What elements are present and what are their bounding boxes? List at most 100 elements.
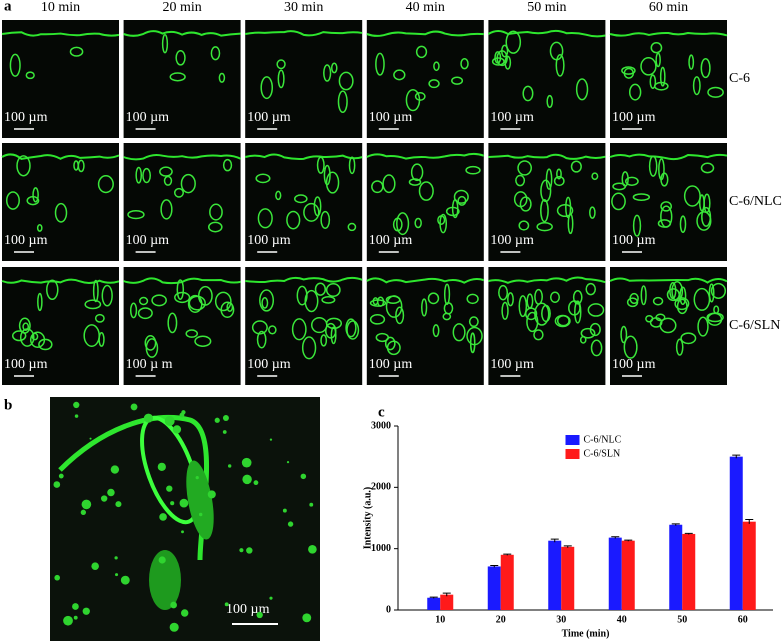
fluorescent-structure [261,296,269,309]
fluorescent-structure [77,159,85,173]
scale-bar-label: 100 µm [4,357,48,372]
error-bar [671,523,680,526]
fluorescent-structure [675,338,684,356]
skin-surface [245,276,363,284]
micrograph: 100 µm [487,20,606,138]
fluorescent-structure [169,72,186,82]
fluorescent-structure [11,330,27,342]
fluorescent-dot [179,498,189,508]
fluorescent-structure [515,174,526,187]
fluorescent-dot [53,481,61,488]
fluorescent-structure [442,312,452,321]
fluorescent-dot [100,495,108,502]
fluorescent-structure [700,162,715,174]
column-label: 40 min [406,0,445,15]
y-tick-label: 2000 [371,482,391,493]
fluorescent-structure [260,76,274,100]
fluorescent-structure [145,338,159,358]
fluorescent-structure [210,46,221,61]
fluorescent-structure [666,288,681,302]
fluorescent-dot [115,573,119,577]
fluorescent-structure [555,54,565,77]
fluorescent-structure [536,222,553,232]
fluorescent-structure [277,69,285,89]
micrograph: 100 µm [366,267,485,385]
fluorescent-structure [507,292,514,307]
fluorescent-dot [172,425,182,434]
fluorescent-structure [375,332,390,343]
fluorescent-structure [707,86,724,98]
micrograph: 100 µm [609,20,728,138]
fluorescent-dot [302,613,312,623]
fluorescent-structure [384,336,396,351]
skin-surface [123,30,241,37]
fluorescent-dot [170,601,177,609]
fluorescent-structure [25,71,35,80]
fluorescent-structure [151,294,167,307]
fluorescent-structure [291,318,307,341]
fluorescent-structure [314,282,327,296]
fluorescent-structure [310,316,328,334]
micrograph: 100 µm [1,20,120,138]
fluorescent-structure [611,192,626,211]
fluorescent-structure [410,163,424,182]
fluorescent-dot [253,480,259,486]
micrograph-background [2,143,119,261]
fluorescent-structure [679,215,687,233]
fluorescent-structure [498,284,509,301]
fluorescent-dot [91,562,99,570]
micrograph-background [488,20,606,138]
fluorescent-structure [207,221,223,233]
fluorescent-structure [469,332,476,354]
fluorescent-structure [296,285,308,306]
fluorescent-structure [259,289,275,312]
fluorescent-structure [650,42,663,54]
fluorescent-structure [589,322,601,337]
fluorescent-structure [218,72,226,83]
skin-surface [366,30,484,37]
micrograph: 100 µm [244,143,363,261]
fluorescent-dot [143,413,153,423]
fluorescent-structure [519,196,532,212]
fluorescent-structure [22,322,30,331]
fluorescent-structure [369,299,387,307]
fluorescent-structure [316,156,325,174]
fluorescent-dot [63,615,73,626]
fluorescent-dot [164,416,175,426]
scale-bar-label: 100 µm [490,233,534,248]
fluorescent-structure [623,335,638,359]
fluorescent-dot [246,547,253,554]
scale-bar-label: 100 µm [612,357,656,372]
fluorescent-structure [256,330,267,349]
fluorescent-structure [445,206,460,217]
skin-surface [1,153,120,160]
fluorescent-structure [645,314,654,323]
micrograph-background [123,267,241,385]
fluorescent-structure [38,338,53,351]
micrograph-background [245,20,363,138]
fluorescent-structure [707,312,723,326]
error-bar [563,545,572,548]
fluorescent-structure [293,194,308,204]
scale-bar-label: 100 µm [612,233,656,248]
fluorescent-dot [169,622,179,632]
fluorescent-structure [348,156,356,175]
fluorescent-structure [640,285,647,306]
skin-surface [609,31,728,37]
fluorescent-structure [323,164,331,186]
fluorescent-dot [207,490,216,499]
fluorescent-structure [696,211,712,231]
micrograph: 100 µm [1,267,120,385]
fluorescent-structure [393,69,406,81]
fluorescent-dot [286,461,290,464]
fluorescent-dot [54,574,61,581]
fluorescent-structure [129,302,138,319]
row-label: C-6 [729,71,750,86]
fluorescent-structure [54,202,68,223]
fluorescent-structure [679,286,687,306]
fluorescent-structure [135,166,143,184]
fluorescent-structure [222,158,233,172]
fluorescent-structure [655,313,666,322]
scale-bar-label: 100 µm [126,233,170,248]
fluorescent-structure [338,71,354,91]
